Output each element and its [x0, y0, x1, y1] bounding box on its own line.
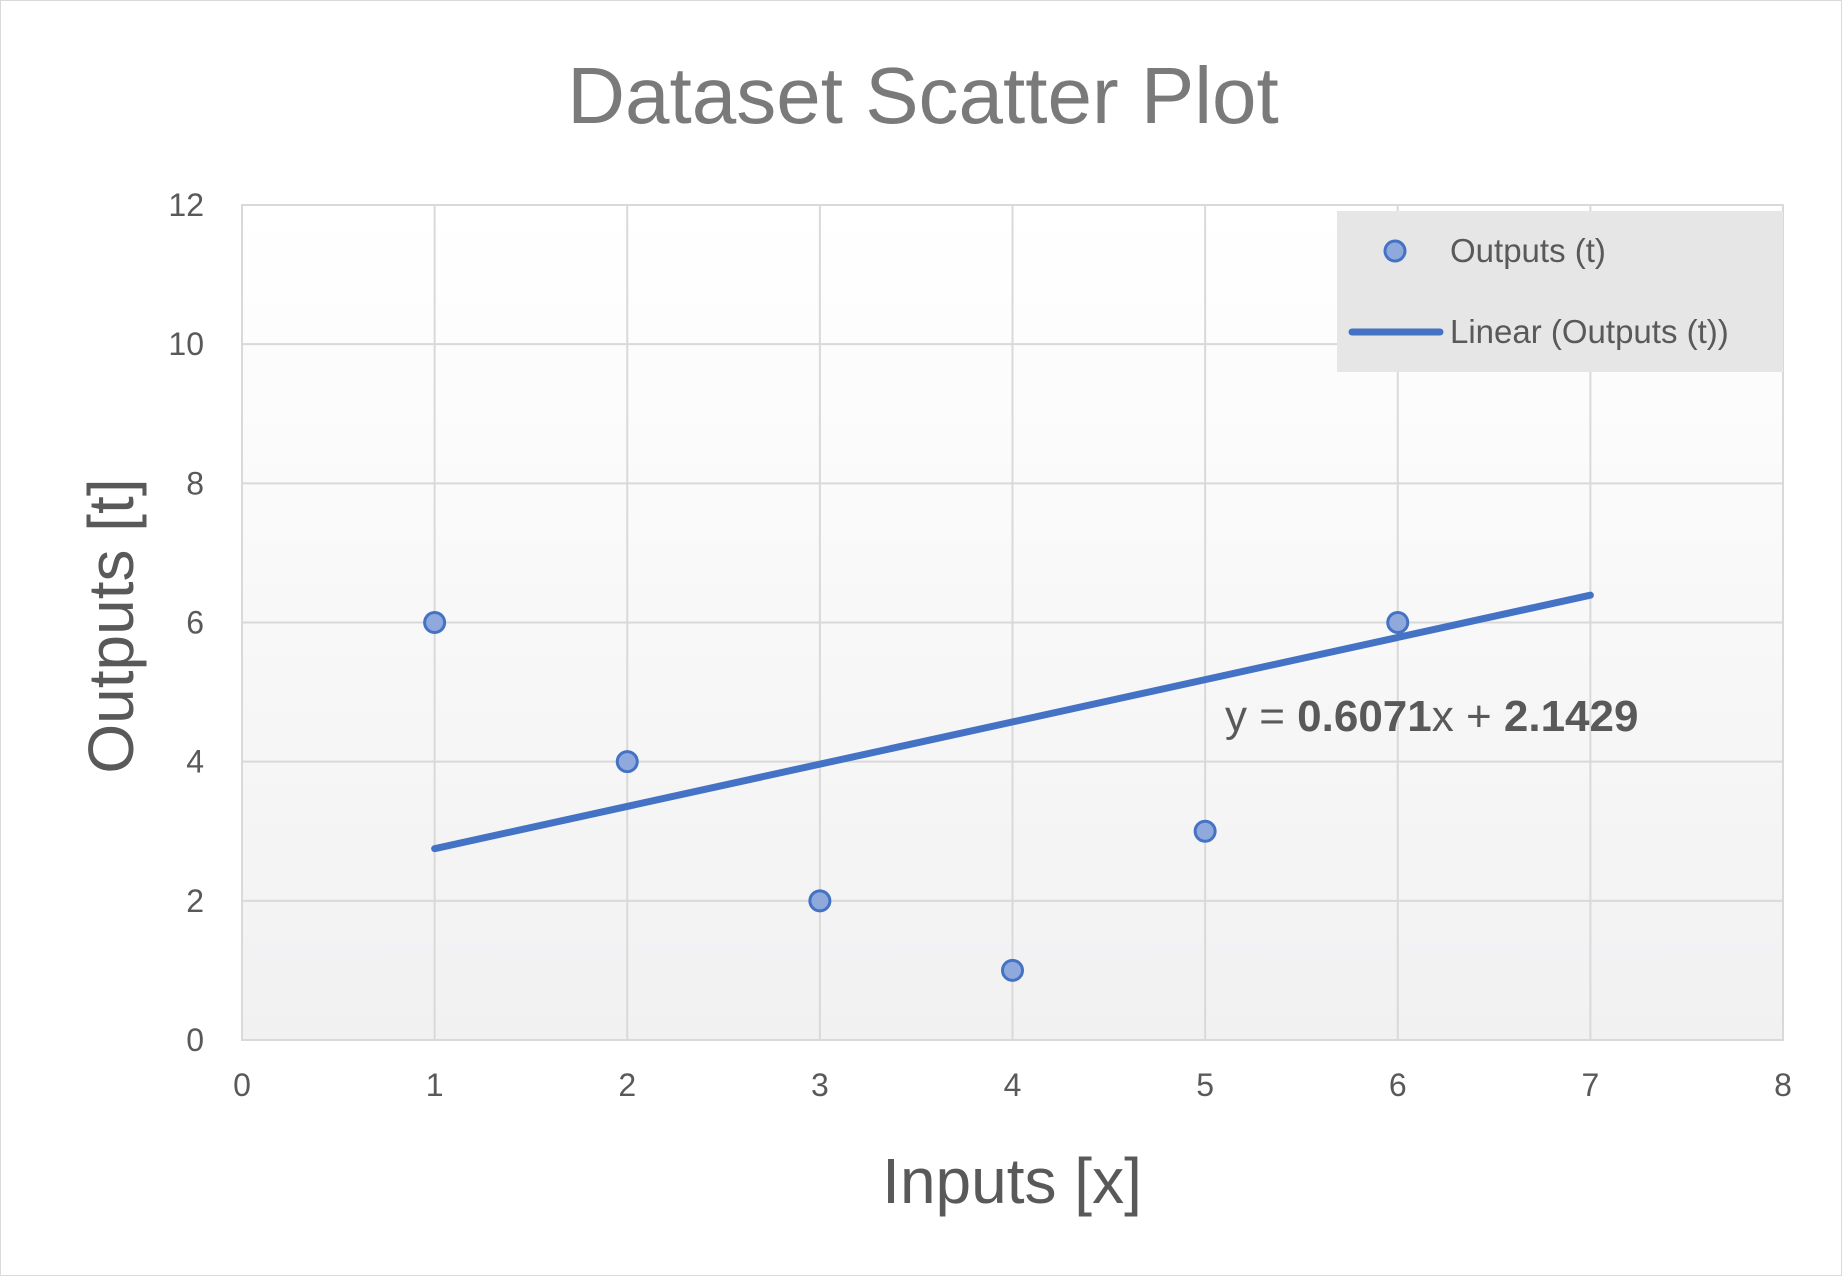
data-point [1386, 611, 1410, 634]
legend: Outputs (t) Linear (Outputs (t)) [1337, 211, 1783, 372]
y-tick-label: 10 [168, 326, 204, 362]
y-tick-labels: 0 2 4 6 8 10 12 [168, 187, 204, 1058]
x-axis-title: Inputs [x] [882, 1145, 1142, 1217]
data-points [423, 611, 1410, 982]
legend-marker-icon [1383, 239, 1407, 263]
data-point [808, 889, 832, 913]
legend-box [1337, 211, 1783, 372]
x-tick-label: 1 [426, 1067, 444, 1103]
equation-slope: 0.6071 [1297, 692, 1432, 741]
chart-title: Dataset Scatter Plot [567, 51, 1278, 140]
equation-middle: x + [1432, 692, 1504, 741]
equation-intercept: 2.1429 [1504, 692, 1639, 741]
y-tick-label: 2 [186, 883, 204, 919]
y-tick-label: 6 [186, 605, 204, 641]
legend-label-trendline: Linear (Outputs (t)) [1450, 313, 1729, 350]
x-tick-label: 8 [1774, 1067, 1792, 1103]
x-tick-labels: 0 1 2 3 4 5 6 7 8 [233, 1067, 1792, 1103]
x-tick-label: 4 [1004, 1067, 1022, 1103]
data-point [423, 611, 447, 634]
data-point [1193, 819, 1217, 843]
legend-label-series: Outputs (t) [1450, 232, 1606, 269]
trendline [431, 591, 1594, 853]
data-point [1001, 958, 1024, 982]
x-tick-label: 2 [618, 1067, 636, 1103]
trendline-equation: y = 0.6071x + 2.1429 [1225, 692, 1638, 741]
gridlines [242, 205, 1783, 1040]
y-axis-title: Outputs [t] [75, 478, 147, 773]
x-tick-label: 5 [1196, 1067, 1214, 1103]
x-tick-label: 6 [1389, 1067, 1407, 1103]
data-point [615, 750, 639, 774]
x-tick-label: 7 [1581, 1067, 1599, 1103]
x-tick-label: 3 [811, 1067, 829, 1103]
x-tick-label: 0 [233, 1067, 251, 1103]
y-tick-label: 0 [186, 1022, 204, 1058]
equation-prefix: y = [1225, 692, 1297, 741]
y-tick-label: 4 [186, 744, 204, 780]
y-tick-label: 8 [186, 465, 204, 501]
y-tick-label: 12 [168, 187, 204, 223]
